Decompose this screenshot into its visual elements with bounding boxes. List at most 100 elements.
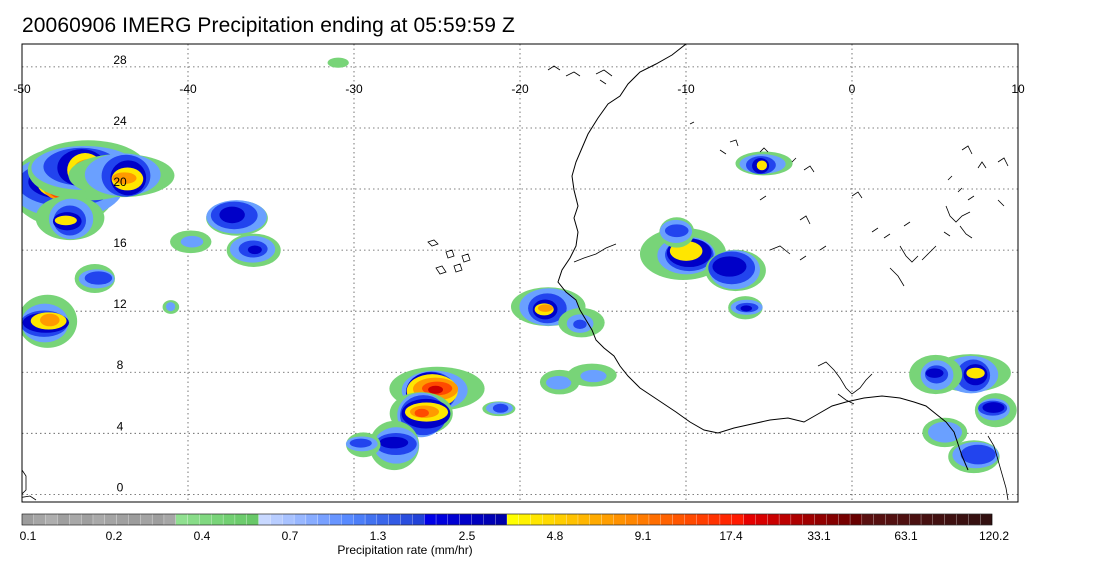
map-frame <box>21 43 1019 503</box>
colorbar-swatch <box>282 513 295 526</box>
coastlines <box>22 44 1009 501</box>
colorbar-swatch <box>731 513 745 526</box>
precip-cell <box>226 233 281 267</box>
colorbar-swatch <box>270 513 283 526</box>
latitude-label: 8 <box>117 358 124 372</box>
precip-cell <box>735 151 793 176</box>
colorbar-label: 0.4 <box>194 529 211 543</box>
map-background <box>22 44 1018 502</box>
precip-cell <box>369 420 420 471</box>
colorbar-swatch <box>104 513 118 526</box>
colorbar-swatch <box>861 513 875 526</box>
colorbar-swatch <box>542 513 555 526</box>
colorbar-swatch <box>57 513 70 526</box>
precip-contour <box>379 436 409 449</box>
colorbar-swatch <box>483 513 496 526</box>
colorbar-swatch <box>838 513 851 526</box>
colorbar-swatch <box>849 513 863 526</box>
precip-contour <box>84 271 113 285</box>
longitude-label: -30 <box>345 82 363 96</box>
colorbar-swatch <box>211 513 224 526</box>
colorbar-swatch <box>258 513 271 526</box>
precipitation-field <box>22 57 1017 474</box>
colorbar-swatch <box>873 513 886 526</box>
colorbar-swatch <box>246 513 260 526</box>
colorbar-swatch <box>199 513 212 526</box>
precip-contour <box>537 304 553 312</box>
precip-cell <box>22 294 78 348</box>
colorbar-swatch <box>767 513 780 526</box>
precip-cell <box>922 417 968 448</box>
precip-cell <box>909 354 963 395</box>
precip-contour <box>925 368 944 378</box>
precip-contour <box>327 57 349 68</box>
colorbar-label: 9.1 <box>635 529 652 543</box>
central-africa-coast <box>987 435 1009 501</box>
scattered-features-east <box>851 145 1009 239</box>
longitude-labels: -50 -40 -30 -20 -10 0 10 <box>13 82 1025 96</box>
colorbar-swatch <box>234 513 248 526</box>
colorbar-swatch <box>565 513 579 526</box>
colorbar-label: 63.1 <box>894 529 918 543</box>
precip-cell <box>162 300 180 314</box>
colorbar-swatch <box>778 513 792 526</box>
precip-cell <box>567 363 617 387</box>
colorbar-label: 1.3 <box>370 529 387 543</box>
colorbar-swatch <box>625 513 638 526</box>
precip-contour <box>960 444 996 465</box>
colorbar-swatch <box>719 513 733 526</box>
precip-cell <box>558 308 605 338</box>
colorbar-swatch <box>140 513 153 526</box>
colorbar-label: 33.1 <box>807 529 831 543</box>
longitude-label: 10 <box>1011 82 1025 96</box>
colorbar-swatch <box>885 513 898 526</box>
precip-contour <box>112 172 137 184</box>
colorbar-swatch <box>684 513 697 526</box>
colorbar-label: 4.8 <box>547 529 564 543</box>
colorbar-swatch <box>400 513 413 526</box>
precip-contour <box>580 369 607 383</box>
colorbar-swatch <box>21 513 35 526</box>
colorbar-swatch <box>506 513 520 526</box>
longitude-label: -40 <box>179 82 197 96</box>
colorbar-swatch <box>151 513 165 526</box>
precip-contour <box>40 313 60 327</box>
colorbar-swatch <box>932 513 946 526</box>
colorbar-swatch <box>814 513 827 526</box>
colorbar-swatch <box>305 513 319 526</box>
colorbar-label: 0.2 <box>106 529 123 543</box>
precip-contour <box>756 160 768 171</box>
colorbar-label: 120.2 <box>979 529 1009 543</box>
precip-contour <box>712 256 747 277</box>
colorbar-swatch <box>956 513 969 526</box>
colorbar-swatch <box>554 513 567 526</box>
colorbar-swatch <box>116 513 129 526</box>
colorbar-swatch <box>187 513 200 526</box>
colorbar-swatch <box>802 513 816 526</box>
precip-cell <box>728 296 763 320</box>
colorbar-label: 2.5 <box>459 529 476 543</box>
colorbar-swatch <box>909 513 922 526</box>
colorbar-swatch <box>696 513 709 526</box>
colorbar-swatch <box>80 513 94 526</box>
precip-contour <box>219 206 245 224</box>
colorbar-swatch <box>447 513 461 526</box>
colorbar-swatch <box>897 513 910 526</box>
latitude-labels: 28 24 20 16 12 8 4 0 <box>113 53 127 494</box>
colorbar-swatch <box>743 513 756 526</box>
colorbar-swatch <box>459 513 472 526</box>
precip-cell <box>389 392 453 438</box>
west-edge-feature <box>22 469 37 501</box>
colorbar-label: 0.1 <box>20 529 37 543</box>
colorbar-swatch <box>672 513 685 526</box>
islands-cape-verde <box>427 239 471 275</box>
latitude-label: 28 <box>113 53 127 67</box>
colorbar-swatch <box>518 513 532 526</box>
colorbar-swatch <box>412 513 425 526</box>
colorbar-swatch <box>45 513 58 526</box>
colorbar <box>21 513 993 526</box>
colorbar-title: Precipitation rate (mm/hr) <box>337 543 472 557</box>
colorbar-swatch <box>388 513 401 526</box>
precip-cell <box>345 432 381 458</box>
